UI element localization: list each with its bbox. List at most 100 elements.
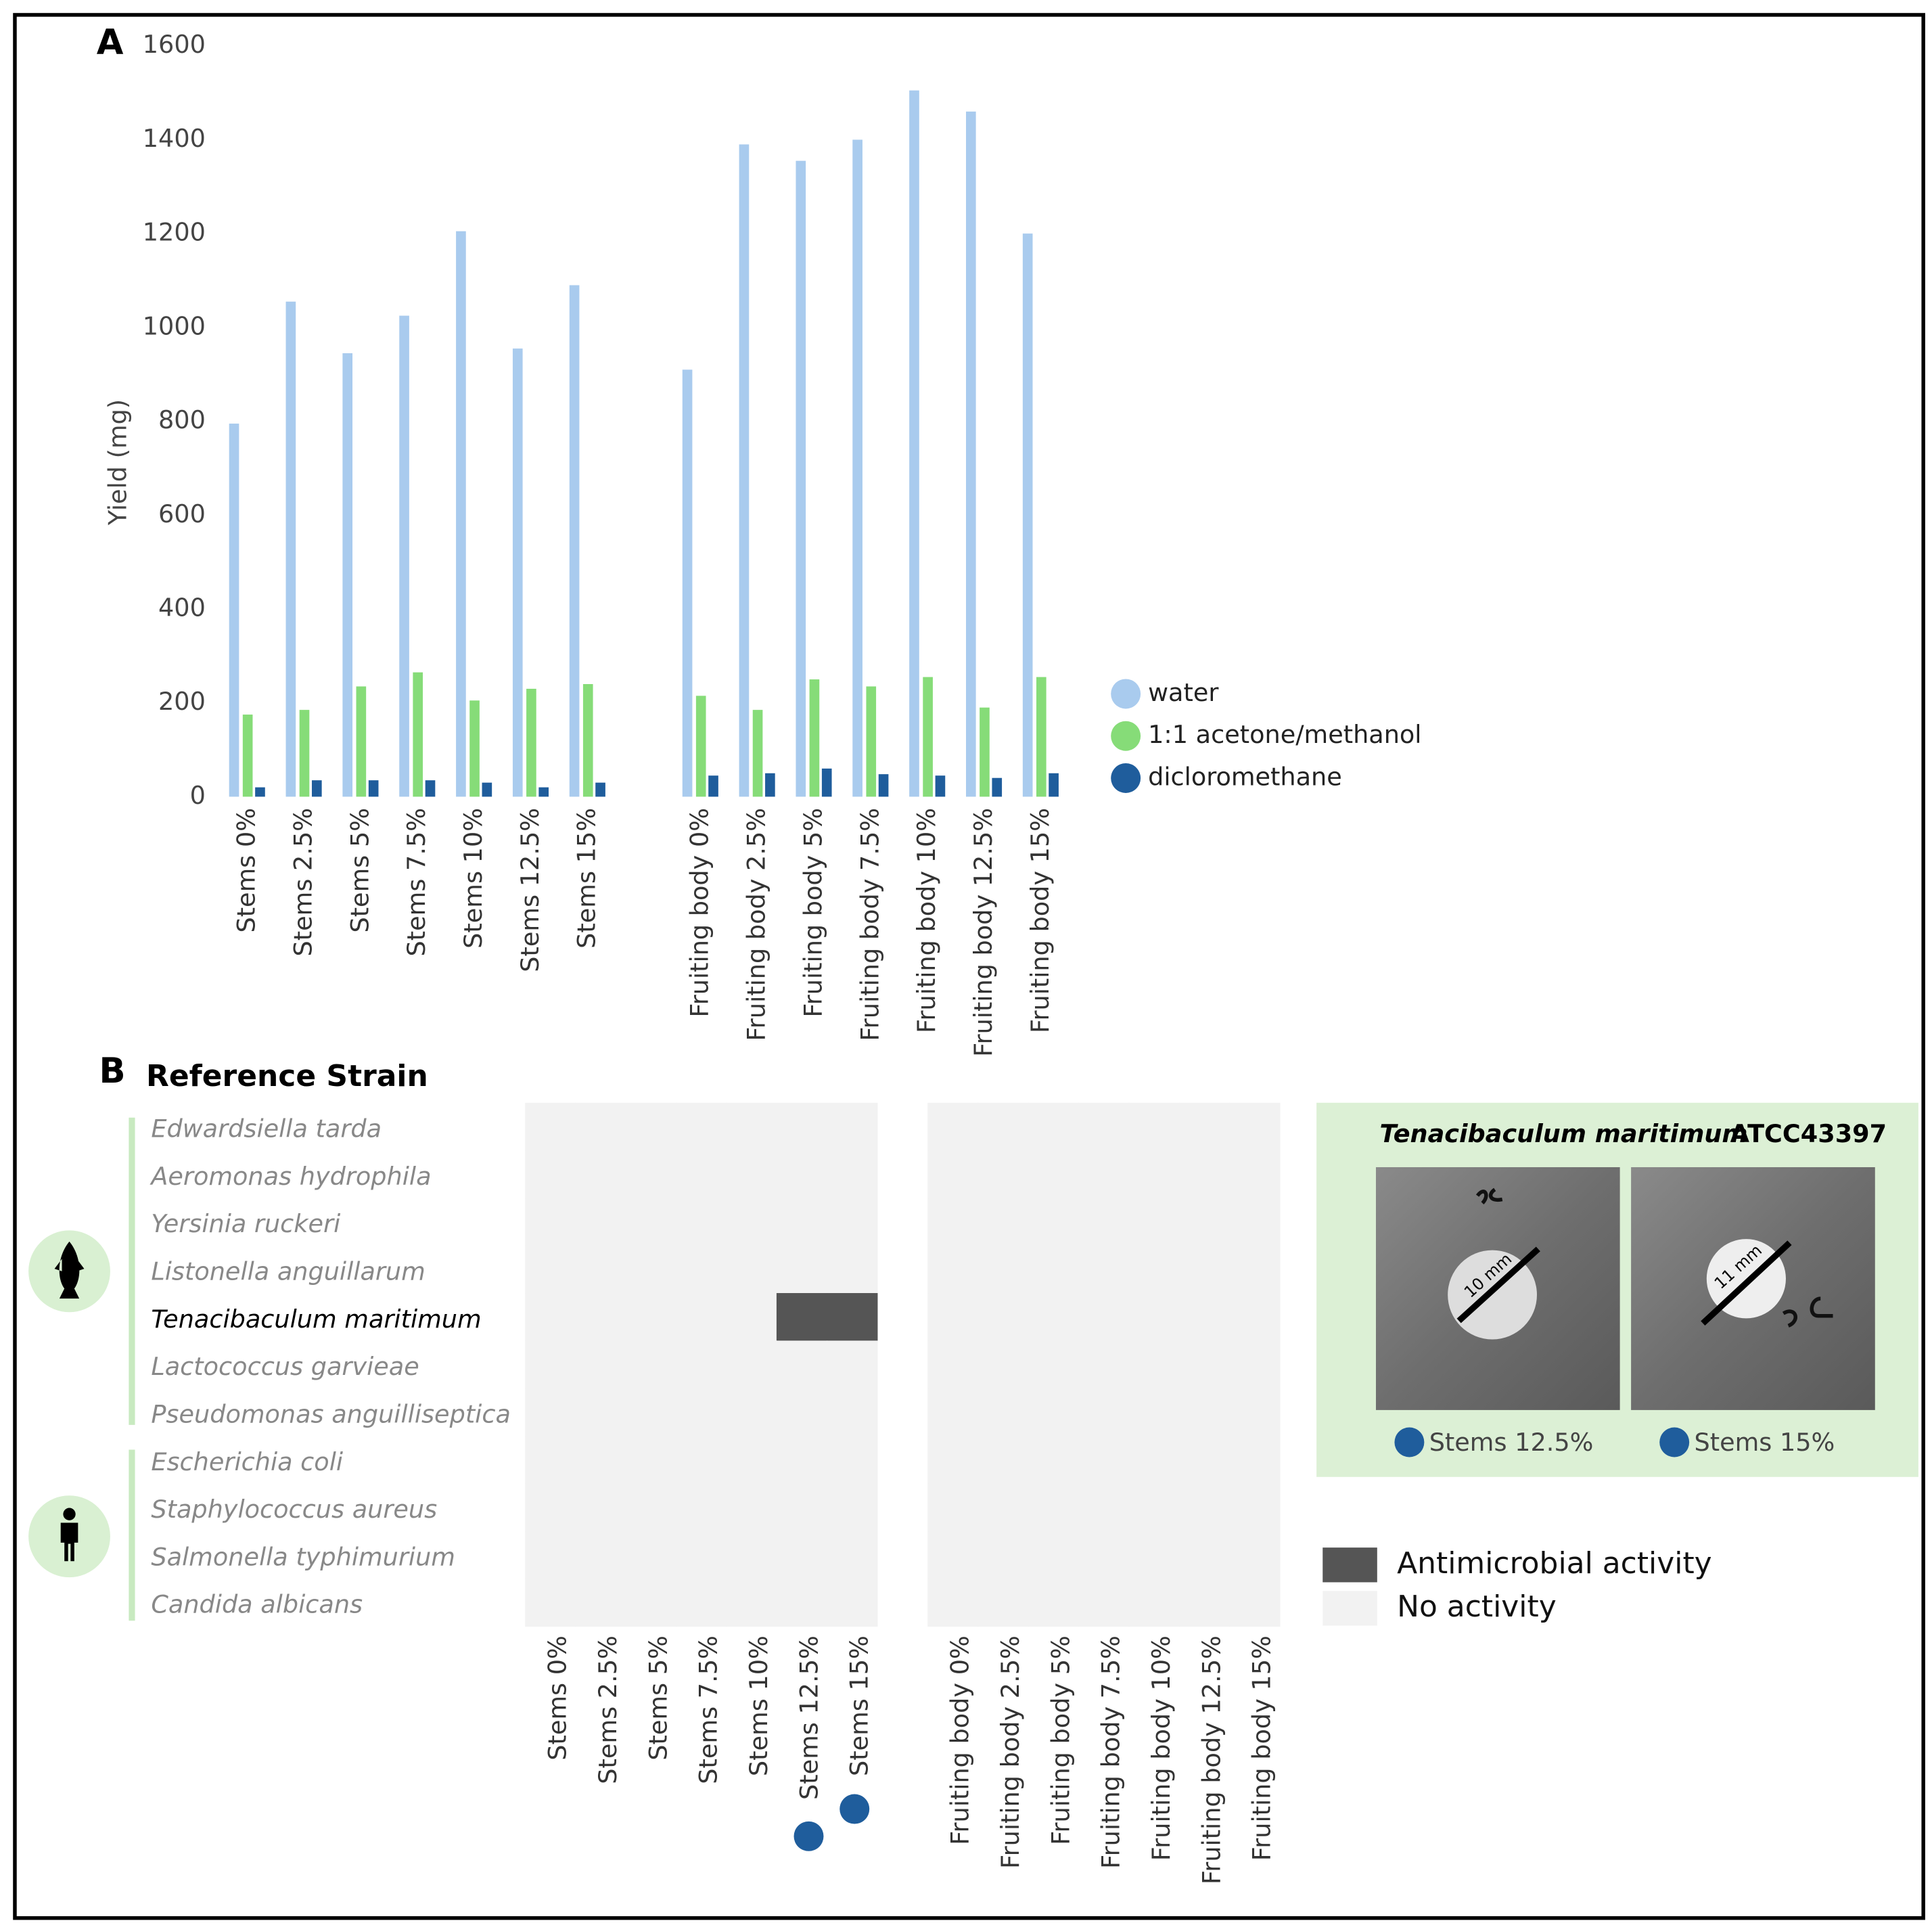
strain-label: Pseudomonas anguilliseptica <box>151 1399 511 1428</box>
heatmap-cell <box>676 1531 727 1579</box>
heatmap-cell <box>1128 1340 1180 1389</box>
heatmap-cell <box>525 1435 576 1485</box>
heatmap-cell <box>927 1198 979 1246</box>
heatmap-cell <box>827 1531 878 1579</box>
y-tick-label: 200 <box>158 687 206 716</box>
heatmap-cell <box>1028 1483 1080 1532</box>
heatmap-cell <box>1229 1578 1281 1627</box>
heatmap-cell <box>1028 1578 1080 1627</box>
heatmap-cell <box>827 1483 878 1532</box>
legend-label: dicloromethane <box>1148 762 1342 791</box>
column-label: Fruiting body 10% <box>1147 1635 1176 1861</box>
column-label: Stems 0% <box>543 1635 572 1761</box>
heatmap-cell <box>776 1388 828 1436</box>
group-bar <box>129 1449 135 1621</box>
inset-title: Tenacibaculum maritimum <box>1379 1119 1747 1148</box>
x-tick-label: Stems 15% <box>572 808 601 949</box>
heatmap-cell <box>525 1388 576 1436</box>
bar <box>512 348 523 797</box>
bar <box>796 160 806 797</box>
heatmap-cell <box>827 1198 878 1246</box>
strain-label: Candida albicans <box>151 1590 363 1619</box>
heatmap-cell <box>927 1531 979 1579</box>
y-axis-label: Yield (mg) <box>103 399 132 526</box>
heatmap-cell <box>676 1198 727 1246</box>
bar <box>595 782 605 797</box>
heatmap-cell <box>525 1293 576 1342</box>
heatmap-cell <box>625 1531 677 1579</box>
heatmap-cell <box>625 1293 677 1342</box>
heatmap-cell <box>726 1102 777 1151</box>
y-tick-label: 1000 <box>143 311 206 340</box>
heatmap-cell <box>827 1340 878 1389</box>
panel-label: A <box>97 22 124 63</box>
heatmap-cell <box>625 1388 677 1436</box>
heatmap-cell <box>525 1150 576 1199</box>
heatmap-cell <box>726 1245 777 1294</box>
heatmap-cell <box>525 1245 576 1294</box>
inset-title: ATCC43397 <box>1730 1119 1887 1148</box>
heatmap-cell <box>1229 1150 1281 1199</box>
bar <box>342 353 353 797</box>
heatmap-cell <box>525 1102 576 1151</box>
marker <box>794 1821 824 1851</box>
heatmap-cell <box>776 1150 828 1199</box>
bar <box>923 677 933 797</box>
bar <box>935 775 946 797</box>
heatmap-cell <box>776 1340 828 1389</box>
heatmap-cell <box>978 1102 1029 1151</box>
heatmap-cell <box>1229 1198 1281 1246</box>
x-tick-label: Fruiting body 2.5% <box>742 808 771 1041</box>
heatmap-cell <box>1078 1340 1130 1389</box>
heatmap-cell <box>978 1578 1029 1627</box>
x-tick-label: Fruiting body 5% <box>798 808 827 1018</box>
column-label: Stems 15% <box>845 1635 874 1776</box>
heatmap-cell <box>827 1150 878 1199</box>
x-tick-label: Stems 2.5% <box>289 808 318 957</box>
heatmap-cell <box>776 1245 828 1294</box>
heatmap-cell <box>525 1340 576 1389</box>
heatmap-cell <box>1178 1578 1230 1627</box>
heatmap-cell <box>1128 1150 1180 1199</box>
bar <box>242 715 253 797</box>
heatmap-cell <box>676 1102 727 1151</box>
heatmap-cell <box>1078 1293 1130 1342</box>
bar <box>821 768 832 797</box>
heatmap-cell <box>726 1578 777 1627</box>
legend-label: Antimicrobial activity <box>1397 1546 1712 1581</box>
strain-label: Tenacibaculum maritimum <box>151 1305 481 1334</box>
bar <box>682 369 693 797</box>
panel-label: B <box>99 1051 125 1091</box>
human-icon <box>28 1495 110 1578</box>
heatmap-cell <box>676 1340 727 1389</box>
heatmap-cell <box>676 1150 727 1199</box>
bar <box>538 787 549 797</box>
heatmap-cell <box>1078 1531 1130 1579</box>
x-tick-label: Stems 5% <box>345 808 374 933</box>
legend-label: water <box>1148 678 1219 707</box>
fish-icon <box>28 1230 110 1313</box>
heatmap-cell <box>625 1150 677 1199</box>
heatmap-cell <box>927 1340 979 1389</box>
heatmap-cell <box>726 1293 777 1342</box>
heatmap-cell <box>575 1483 626 1532</box>
bar <box>285 301 296 797</box>
bar <box>695 696 706 797</box>
column-label: Fruiting body 15% <box>1247 1635 1276 1861</box>
heatmap-cell <box>827 1388 878 1436</box>
strain-label: Escherichia coli <box>151 1447 343 1476</box>
heatmap-cell <box>726 1150 777 1199</box>
heatmap-cell <box>927 1245 979 1294</box>
heatmap-cell <box>776 1198 828 1246</box>
heatmap-cell <box>1128 1102 1180 1151</box>
heatmap-cell <box>1128 1483 1180 1532</box>
heatmap-cell <box>726 1198 777 1246</box>
heatmap-cell <box>978 1293 1029 1342</box>
column-label: Fruiting body 12.5% <box>1197 1635 1226 1884</box>
heatmap-cell <box>525 1578 576 1627</box>
x-tick-label: Stems 12.5% <box>515 808 545 972</box>
heatmap-cell <box>1128 1435 1180 1485</box>
x-tick-label: Fruiting body 0% <box>685 808 714 1018</box>
heatmap-cell <box>827 1578 878 1627</box>
